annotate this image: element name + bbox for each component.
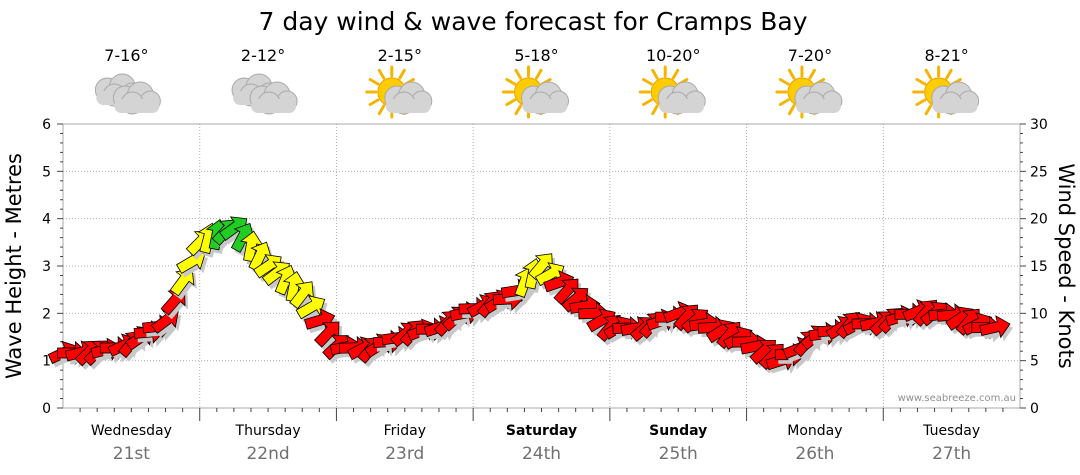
sun-ray [514,68,522,80]
right-axis: 0 5 10 15 20 25 30 [1020,117,1048,417]
wind-arrow-series [47,216,1013,374]
day-temperature: 10-20° [646,46,701,65]
cloud-base [795,99,841,113]
cloud-shape [249,81,298,115]
sun-ray [924,104,933,116]
day-temperature: 2-15° [378,46,422,65]
cloud-base [659,99,705,113]
partly-sunny-icon [502,65,569,119]
cloud-base [251,99,297,113]
day-name-label: Sunday [649,423,707,439]
day-temperature: 7-20° [788,46,832,65]
day-date-label: 23rd [385,444,424,464]
right-tick-label: 0 [1030,401,1039,417]
day-date-label: 25th [659,444,698,464]
left-tick-label: 6 [42,117,51,133]
partly-sunny-icon [638,65,706,119]
cloudy-icon [231,73,298,115]
cloud-shape [794,81,843,115]
cloud-base [385,99,431,113]
day-weather-row: 7-16° 2-12° 2-15° 5-18° 10-20° 7-20° 8-21° [94,46,980,119]
day-temperature: 5-18° [514,46,558,65]
sun-ray [505,78,517,86]
y-axis-right-label: Wind Speed - Knots [1054,163,1078,368]
sun-ray [945,68,953,80]
day-name-label: Tuesday [922,423,980,439]
sun-ray [671,68,680,80]
day-date-label: 22nd [246,444,289,464]
right-tick-label: 30 [1030,117,1048,133]
cloud-shape [931,81,980,115]
right-tick-label: 10 [1030,306,1048,322]
wind-arrow [295,295,326,320]
y-axis-left-label: Wave Height - Metres [2,153,26,379]
day-temperature: 8-21° [924,46,968,65]
wind-arrow [230,222,255,253]
right-tick-label: 20 [1030,212,1048,228]
sun-ray [535,68,543,80]
sun-ray [651,104,659,116]
left-tick-label: 2 [42,306,51,322]
sun-ray [368,78,380,86]
sun-ray [377,104,386,116]
cloud-base [522,99,568,113]
wind-arrow [169,268,195,297]
left-axis: 0 1 2 3 4 5 6 [42,117,63,417]
partly-sunny-icon [775,65,843,119]
sun-ray [642,78,653,86]
day-temperature: 7-16° [104,46,148,65]
cloud-base [114,99,160,113]
wind-arrow [314,321,340,348]
partly-sunny-icon [365,65,433,119]
cloud-shape [521,81,569,115]
left-tick-label: 5 [42,164,51,180]
day-date-label: 27th [932,444,971,464]
sun-ray [787,104,796,116]
cloud-shape [657,81,706,115]
sun-ray [915,98,927,106]
day-date-label: 21st [113,444,150,464]
day-name-label: Monday [787,423,842,439]
sun-ray [808,68,816,80]
wind-arrow [979,315,1011,339]
day-name-label: Wednesday [91,423,172,439]
partly-sunny-icon [912,65,980,119]
day-name-label: Friday [384,423,426,439]
left-tick-label: 0 [42,401,51,417]
cloud-shape [384,81,433,115]
right-tick-label: 15 [1030,259,1048,275]
sun-ray [787,68,796,80]
day-temperature: 2-12° [241,46,285,65]
cloud-shape [112,81,161,115]
left-tick-label: 4 [42,212,51,228]
watermark: www.seabreeze.com.au [898,393,1016,404]
x-axis-day-labels: Wednesday 21st Thursday 22nd Friday 23rd Satur… [79,408,1004,464]
sun-ray [377,68,386,80]
sun-ray [505,98,517,106]
sun-ray [651,68,659,80]
day-date-label: 24th [522,444,561,464]
day-name-label: Saturday [506,423,577,439]
right-tick-label: 5 [1030,354,1039,370]
sun-ray [924,68,933,80]
right-tick-label: 25 [1030,164,1048,180]
chart-title: 7 day wind & wave forecast for Cramps Ba… [258,7,807,36]
sun-ray [642,98,653,106]
day-date-label: 26th [795,444,834,464]
day-name-label: Thursday [235,423,301,439]
sun-ray [778,78,790,86]
sun-ray [514,104,522,116]
sun-ray [398,68,406,80]
sun-ray [778,98,790,106]
wind-arrow [553,278,579,306]
wind-arrow [289,281,314,310]
sun-ray [915,78,927,86]
left-tick-label: 1 [42,354,51,370]
cloudy-icon [94,73,161,115]
left-tick-label: 3 [42,259,51,275]
sun-ray [368,98,380,106]
cloud-base [932,99,978,113]
